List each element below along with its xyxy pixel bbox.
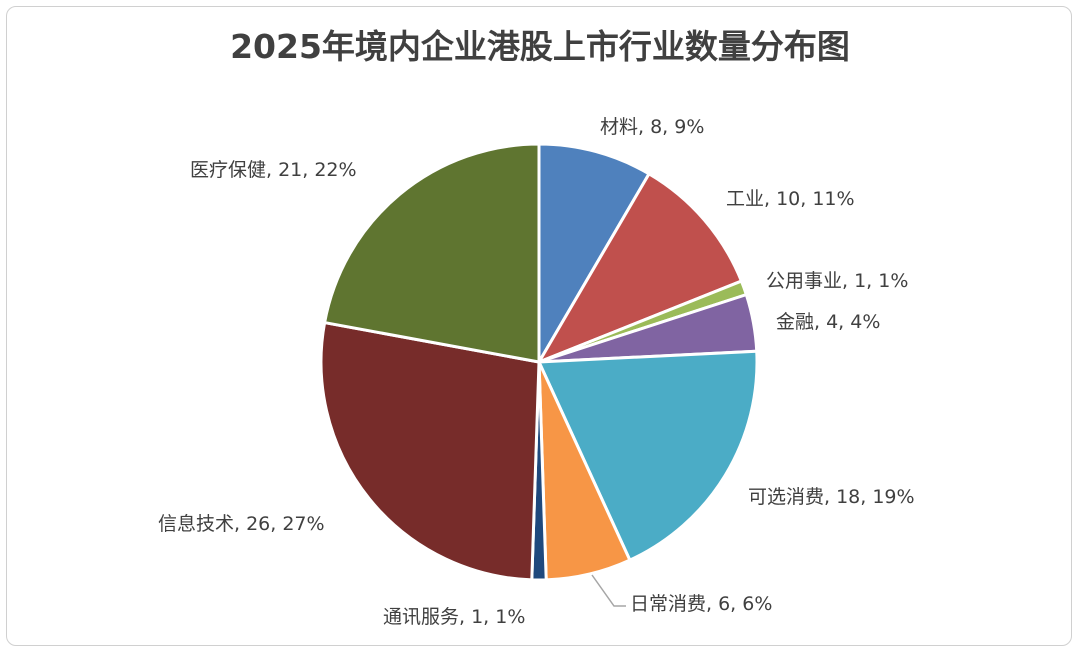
pie-slice-1 bbox=[537, 142, 652, 368]
slice-label-1: 材料, 8, 9% bbox=[600, 116, 704, 138]
slice-label-8: 信息技术, 26, 27% bbox=[158, 513, 325, 535]
slice-label-4: 金融, 4, 4% bbox=[776, 311, 880, 333]
pie-slice-5 bbox=[536, 349, 759, 563]
leader-line-daily-consumption bbox=[591, 574, 626, 607]
slice-label-5: 可选消费, 18, 19% bbox=[748, 486, 915, 508]
slice-label-2: 工业, 10, 11% bbox=[726, 188, 855, 210]
chart-title: 2025年境内企业港股上市行业数量分布图 bbox=[230, 27, 850, 66]
pie-slice-9 bbox=[322, 142, 541, 364]
slice-label-3: 公用事业, 1, 1% bbox=[766, 270, 908, 292]
slice-label-7: 通讯服务, 1, 1% bbox=[383, 606, 525, 628]
pie-slice-2 bbox=[535, 171, 744, 366]
pie-slice-8 bbox=[319, 320, 541, 582]
slice-label-9: 医疗保健, 21, 22% bbox=[190, 159, 357, 181]
slice-label-6: 日常消费, 6, 6% bbox=[630, 593, 772, 615]
